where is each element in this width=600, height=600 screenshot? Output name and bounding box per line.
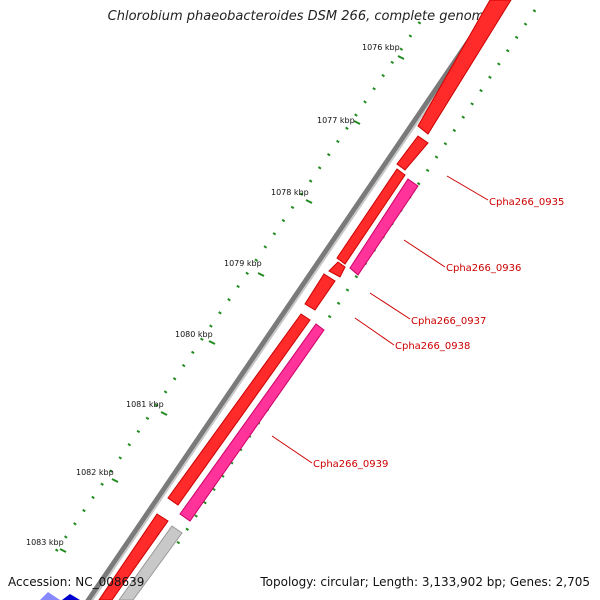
- tick-label: 1080 kbp: [175, 330, 213, 339]
- label-leaders: [271, 175, 489, 464]
- gene-arrow-cpha266-0939: [179, 323, 325, 522]
- tick-label: 1081 kbp: [126, 400, 164, 409]
- tick-marks: [59, 55, 405, 553]
- gene-arrow: [98, 513, 169, 600]
- tick-label: 1083 kbp: [26, 538, 64, 547]
- tick-mark: [397, 55, 405, 60]
- gene-label-cpha266-0936: Cpha266_0936: [446, 263, 521, 274]
- tick-label: 1077 kbp: [317, 116, 355, 125]
- tick-mark: [160, 411, 168, 416]
- gene-label-cpha266-0938: Cpha266_0938: [395, 341, 470, 352]
- tick-mark: [59, 548, 67, 553]
- tick-label: 1079 kbp: [224, 259, 262, 268]
- gene-arrow: [118, 525, 183, 600]
- tick-mark: [257, 272, 265, 277]
- accession-label: Accession: NC_008639: [8, 575, 145, 589]
- gene-arrow: [417, 0, 512, 135]
- tick-label: 1082 kbp: [76, 468, 114, 477]
- gene-arrow: [167, 313, 311, 506]
- gene-label-cpha266-0939: Cpha266_0939: [313, 459, 388, 470]
- tick-label: 1078 kbp: [271, 188, 309, 197]
- gene-arrow-cpha266-0935: [336, 168, 406, 265]
- tick-labels: 1076 kbp 1077 kbp 1078 kbp 1079 kbp 1080…: [26, 43, 400, 547]
- tick-mark: [111, 478, 119, 483]
- tick-label: 1076 kbp: [362, 43, 400, 52]
- map-title: Chlorobium phaeobacteroides DSM 266, com…: [107, 9, 493, 24]
- gene-labels[interactable]: Cpha266_0935 Cpha266_0936 Cpha266_0937 C…: [313, 197, 564, 470]
- gc-skew-track-outer: [168, 9, 537, 556]
- gene-arrow-cpha266-0938: [304, 273, 336, 311]
- bottom-strip: [40, 592, 80, 600]
- gene-arrow: [396, 135, 429, 171]
- gene-arrow-cpha266-0937: [328, 261, 346, 278]
- reverse-genes[interactable]: [118, 178, 419, 600]
- tick-mark: [305, 199, 313, 204]
- tick-mark: [208, 340, 216, 345]
- gc-skew-track-inner: [48, 21, 422, 561]
- gene-arrow-cpha266-0936: [349, 178, 419, 276]
- gene-label-cpha266-0935: Cpha266_0935: [489, 197, 564, 208]
- tick-mark: [353, 120, 361, 125]
- genome-summary: Topology: circular; Length: 3,133,902 bp…: [260, 575, 590, 589]
- gene-label-cpha266-0937: Cpha266_0937: [411, 316, 486, 327]
- forward-genes[interactable]: [98, 0, 512, 600]
